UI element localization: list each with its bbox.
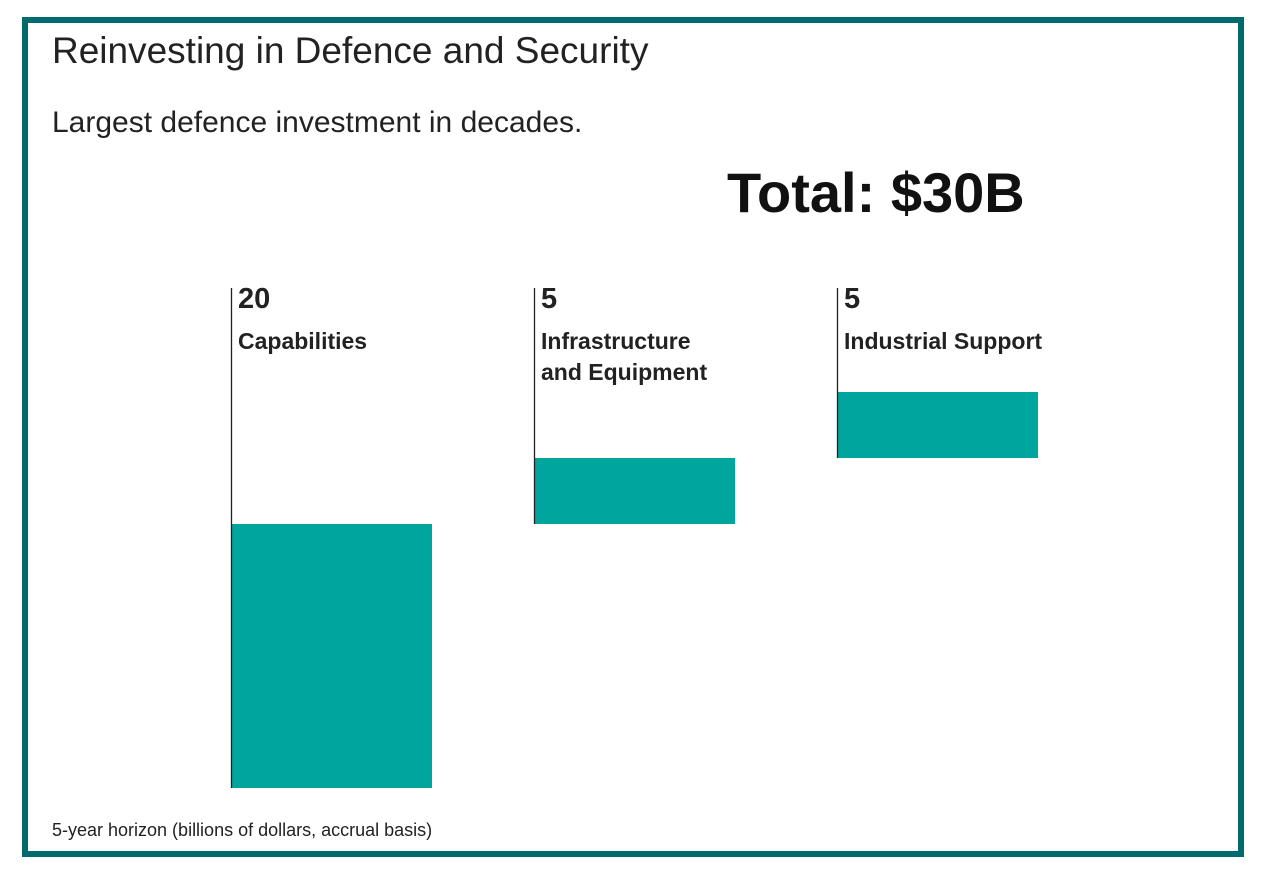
bar-0 bbox=[231, 524, 432, 788]
total-label: Total: $30B bbox=[727, 161, 1025, 224]
chart-note: 5-year horizon (billions of dollars, acc… bbox=[52, 820, 433, 840]
category-label-1-1: and Equipment bbox=[541, 359, 707, 385]
value-label-0: 20 bbox=[238, 283, 270, 315]
bar-1 bbox=[534, 458, 735, 524]
chart-title: Reinvesting in Defence and Security bbox=[52, 30, 649, 71]
category-label-2-0: Industrial Support bbox=[844, 328, 1042, 354]
chart-frame bbox=[22, 17, 1244, 857]
value-label-1: 5 bbox=[541, 283, 557, 315]
value-label-2: 5 bbox=[844, 283, 860, 315]
chart-subtitle: Largest defence investment in decades. bbox=[52, 106, 583, 139]
category-label-0-0: Capabilities bbox=[238, 328, 367, 354]
bar-2 bbox=[837, 392, 1038, 458]
category-label-1-0: Infrastructure bbox=[541, 328, 691, 354]
